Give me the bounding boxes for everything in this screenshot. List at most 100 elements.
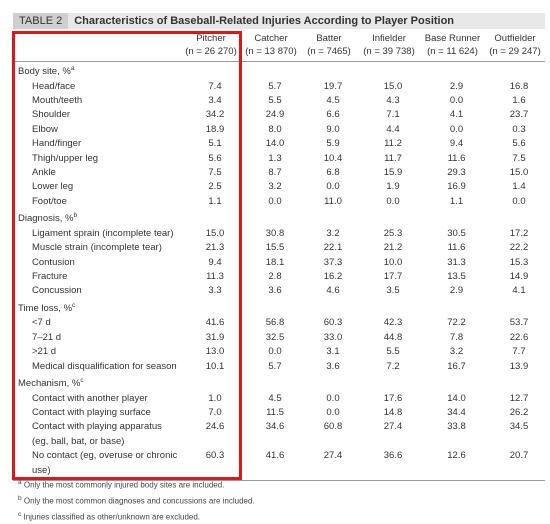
cell-value: 10.1 <box>205 360 225 372</box>
cell-value: 11.5 <box>266 406 284 418</box>
cell-value: 22.2 <box>509 242 529 254</box>
table-title: Characteristics of Baseball-Related Inju… <box>74 15 455 27</box>
cell-value: 3.2 <box>268 181 282 193</box>
cell-value: 31.9 <box>205 331 225 343</box>
column-name: Catcher <box>254 33 288 44</box>
cell-value: 1.4 <box>512 181 526 193</box>
cell-value: 13.5 <box>447 271 466 282</box>
cell-value: 30.8 <box>265 227 285 239</box>
data-row: Concussion 3.3 3.6 4.6 3.5 2.9 4.1 <box>13 284 545 298</box>
data-row: Foot/toe 1.1 0.0 11.0 0.0 1.1 0.0 <box>13 195 545 209</box>
cell-value: 3.2 <box>326 227 340 239</box>
cell-value: 10.4 <box>323 152 343 164</box>
cell-value: 3.1 <box>326 346 340 358</box>
section-title-cell: Body site, %a <box>13 62 545 80</box>
cell-value: 7.4 <box>208 80 222 92</box>
cell-value: 12.7 <box>509 392 529 404</box>
footnote-mark: b <box>73 212 78 220</box>
footnote-mark: c <box>72 301 76 309</box>
cell-value: 18.9 <box>205 123 225 135</box>
cell-value: 14.0 <box>265 138 285 150</box>
cell-value: 0.0 <box>268 346 282 358</box>
cell-value: 13.9 <box>509 360 529 372</box>
cell-value: 1.1 <box>449 195 464 207</box>
cell-value: 60.8 <box>323 421 343 433</box>
data-row: Lower leg 2.5 3.2 0.0 1.9 16.9 1.4 <box>13 180 545 194</box>
section-title: Time loss, % <box>18 302 73 314</box>
data-row: Hand/finger 5.1 14.0 5.9 11.2 9.4 5.6 <box>13 137 545 151</box>
row-label: Contact with another player <box>32 392 148 404</box>
cell-value: 17.2 <box>509 227 529 239</box>
column-header: Catcher (n = 13 870) <box>242 32 300 62</box>
cell-value: 26.2 <box>509 406 529 418</box>
footnotes: a Only the most commonly injured body si… <box>18 476 255 524</box>
cell-value: 30.5 <box>447 227 466 239</box>
data-row: >21 d 13.0 0.0 3.1 5.5 3.2 7.7 <box>13 345 545 359</box>
footnote-text: Only the most common diagnoses and concu… <box>23 496 255 506</box>
row-label: Concussion <box>32 285 82 297</box>
footnote-mark: c <box>18 511 22 519</box>
cell-value: 33.0 <box>323 331 343 343</box>
data-row: Contact with another player 1.0 4.5 0.0 17.6… <box>13 392 545 406</box>
cell-value: 8.7 <box>268 167 282 178</box>
column-name: Pitcher <box>196 33 226 44</box>
cell-value: 0.0 <box>326 406 340 418</box>
column-n: (n = 13 870) <box>245 46 297 57</box>
section-row: Body site, %a <box>13 62 545 80</box>
cell-value: 19.7 <box>323 80 343 92</box>
cell-value: 5.9 <box>326 138 340 150</box>
footnote-mark: b <box>18 495 22 503</box>
row-label: Contact with playing apparatus (eg, ball… <box>32 421 162 447</box>
column-header: Batter (n = 7465) <box>300 32 358 62</box>
cell-value: 16.2 <box>323 271 343 282</box>
cell-value: 1.9 <box>386 181 400 193</box>
cell-value: 0.0 <box>268 195 282 207</box>
cell-value: 5.7 <box>268 360 282 372</box>
cell-value: 56.8 <box>265 317 285 329</box>
cell-value: 1.6 <box>512 94 526 106</box>
cell-value: 27.4 <box>300 449 358 482</box>
cell-value: 22.6 <box>509 331 529 343</box>
cell-value: 7.0 <box>208 406 222 418</box>
cell-value: 32.5 <box>265 331 285 343</box>
data-row: Contact with playing surface 7.0 11.5 0.0 14… <box>13 406 545 420</box>
cell-value: 23.7 <box>509 109 529 121</box>
cell-value: 5.5 <box>386 346 400 358</box>
cell-value: 6.8 <box>326 167 340 178</box>
cell-value: 11.6 <box>447 242 466 254</box>
row-label: Muscle strain (incomplete tear) <box>32 242 162 254</box>
row-label: No contact (eg, overuse or chronic use) <box>13 449 180 482</box>
data-table: Pitcher (n = 26 270) Catcher (n = 13 870) Ba… <box>13 32 545 482</box>
cell-value: 7.7 <box>512 346 526 358</box>
row-label: Mouth/teeth <box>32 94 83 106</box>
cell-value: 5.1 <box>208 138 222 150</box>
cell-value: 11.6 <box>447 152 466 164</box>
cell-value: 4.6 <box>326 285 340 297</box>
cell-value: 2.9 <box>449 80 464 92</box>
data-row: Shoulder 34.2 24.9 6.6 7.1 4.1 23.7 <box>13 108 545 122</box>
cell-value: 7.8 <box>449 331 464 343</box>
data-row: Ligament sprain (incomplete tear) 15.0 30.… <box>13 227 545 241</box>
cell-value: 24.9 <box>265 109 285 121</box>
cell-value: 3.3 <box>208 285 222 297</box>
row-label: Thigh/upper leg <box>32 152 99 164</box>
section-row: Mechanism, %c <box>13 374 545 392</box>
section-title-cell: Time loss, %c <box>13 299 545 317</box>
cell-value: 15.3 <box>509 256 529 268</box>
row-label: Hand/finger <box>32 138 82 150</box>
column-n: (n = 26 270) <box>185 46 237 57</box>
cell-value: 7.2 <box>386 360 400 372</box>
data-row: Elbow 18.9 8.0 9.0 4.4 0.0 0.3 <box>13 123 545 137</box>
column-n: (n = 29 247) <box>489 46 541 57</box>
section-title-cell: Diagnosis, %b <box>13 209 545 227</box>
cell-value: 3.6 <box>326 360 340 372</box>
cell-value: 15.5 <box>265 242 285 254</box>
cell-value: 0.0 <box>326 181 340 193</box>
cell-value: 4.5 <box>326 94 340 106</box>
cell-value: 7.5 <box>208 167 222 178</box>
data-row: <7 d 41.6 56.8 60.3 42.3 72.2 53.7 <box>13 316 545 330</box>
row-label: Ankle <box>32 167 56 178</box>
cell-value: 34.5 <box>509 421 529 433</box>
data-row: Mouth/teeth 3.4 5.5 4.5 4.3 0.0 1.6 <box>13 94 545 108</box>
cell-value: 1.0 <box>208 392 222 404</box>
